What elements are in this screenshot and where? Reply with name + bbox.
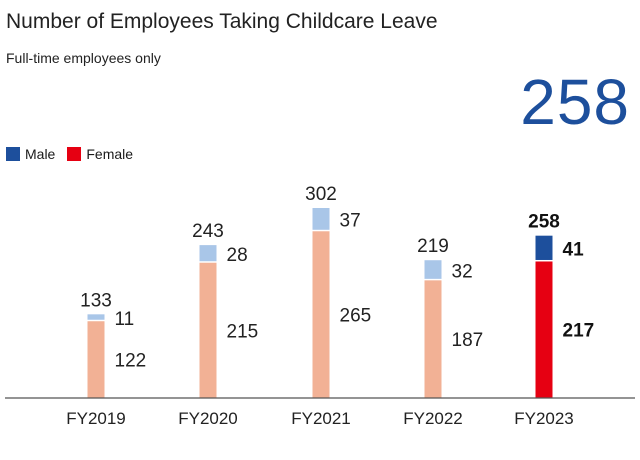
bar-male-fy2019 bbox=[87, 314, 105, 320]
male-label-fy2022: 32 bbox=[452, 261, 473, 282]
male-label-fy2021: 37 bbox=[340, 211, 361, 232]
male-label-fy2019: 11 bbox=[115, 309, 135, 330]
female-label-fy2021: 265 bbox=[340, 306, 372, 327]
bar-female-fy2022 bbox=[424, 280, 442, 398]
legend: Male Female bbox=[6, 146, 139, 162]
bar-male-fy2021 bbox=[312, 208, 330, 230]
total-label-fy2023: 258 bbox=[528, 212, 560, 233]
x-tick-fy2019: FY2019 bbox=[66, 409, 126, 428]
bar-female-fy2020 bbox=[199, 262, 217, 398]
x-tick-fy2020: FY2020 bbox=[178, 409, 238, 428]
female-label-fy2019: 122 bbox=[115, 351, 147, 372]
chart-title: Number of Employees Taking Childcare Lea… bbox=[6, 10, 438, 33]
male-label-fy2020: 28 bbox=[227, 245, 248, 266]
x-tick-fy2022: FY2022 bbox=[403, 409, 463, 428]
bar-male-fy2023 bbox=[535, 235, 553, 260]
female-label-fy2022: 187 bbox=[452, 330, 484, 351]
legend-item-female: Female bbox=[67, 146, 133, 162]
bar-female-fy2021 bbox=[312, 231, 330, 398]
highlight-total: 258 bbox=[520, 66, 630, 138]
chart-subtitle: Full-time employees only bbox=[6, 50, 161, 66]
legend-item-male: Male bbox=[6, 146, 55, 162]
bar-male-fy2022 bbox=[424, 260, 442, 279]
total-label-fy2022: 219 bbox=[417, 236, 449, 257]
x-tick-fy2023: FY2023 bbox=[514, 409, 574, 428]
legend-label-female: Female bbox=[86, 146, 134, 162]
total-label-fy2020: 243 bbox=[192, 221, 224, 242]
bar-female-fy2023 bbox=[535, 261, 553, 398]
female-label-fy2023: 217 bbox=[563, 321, 595, 342]
male-label-fy2023: 41 bbox=[563, 240, 585, 261]
female-label-fy2020: 215 bbox=[227, 321, 259, 342]
legend-label-male: Male bbox=[25, 146, 56, 162]
total-label-fy2021: 302 bbox=[305, 184, 337, 205]
x-tick-fy2021: FY2021 bbox=[291, 409, 351, 428]
legend-swatch-female bbox=[67, 147, 82, 161]
bar-female-fy2019 bbox=[87, 321, 105, 398]
total-label-fy2019: 133 bbox=[80, 290, 112, 311]
bar-male-fy2020 bbox=[199, 245, 217, 262]
legend-swatch-male bbox=[6, 147, 20, 161]
